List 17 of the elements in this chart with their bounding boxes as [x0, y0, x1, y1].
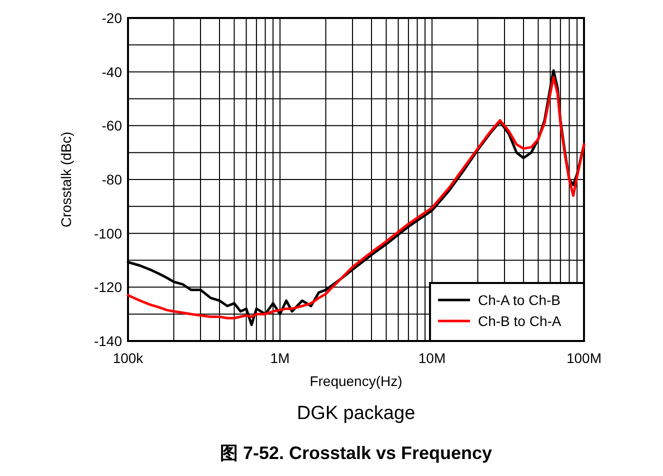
- y-axis-title: Crosstalk (dBc): [58, 132, 74, 228]
- text: 图 7-52. Crosstalk vs Frequency: [220, 443, 492, 463]
- y-tick-label: -40: [102, 64, 122, 80]
- y-tick-label: -60: [102, 118, 122, 134]
- x-tick-label: 100k: [112, 350, 144, 366]
- x-tick-label: 100M: [566, 350, 602, 366]
- y-tick-label: -80: [102, 172, 122, 188]
- x-tick-label: 10M: [418, 350, 446, 366]
- y-tick-label: -100: [94, 225, 122, 242]
- text: DGK package: [296, 403, 416, 424]
- y-tick-label: -20: [102, 10, 122, 26]
- legend-label: Ch-A to Ch-B: [478, 292, 560, 308]
- legend-label: Ch-B to Ch-A: [478, 313, 562, 329]
- x-axis-title: Frequency(Hz): [310, 373, 402, 389]
- x-tick-label: 1M: [270, 350, 290, 366]
- y-tick-label: -120: [94, 279, 122, 296]
- y-tick-label: -140: [94, 333, 122, 349]
